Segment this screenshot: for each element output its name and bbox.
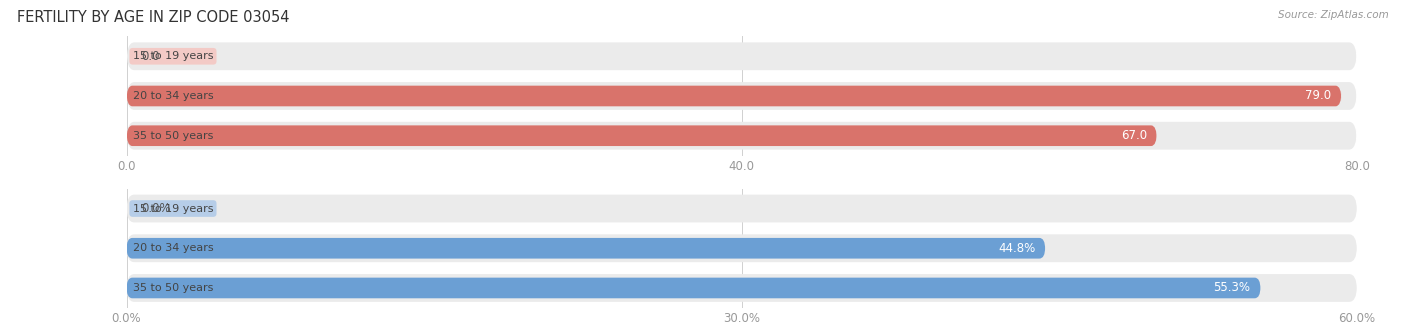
Text: 44.8%: 44.8% <box>998 242 1035 255</box>
FancyBboxPatch shape <box>127 234 1357 262</box>
Text: 79.0: 79.0 <box>1305 89 1331 103</box>
Text: 35 to 50 years: 35 to 50 years <box>132 283 214 293</box>
Text: FERTILITY BY AGE IN ZIP CODE 03054: FERTILITY BY AGE IN ZIP CODE 03054 <box>17 10 290 25</box>
FancyBboxPatch shape <box>127 42 1357 70</box>
Text: 15 to 19 years: 15 to 19 years <box>132 51 214 61</box>
Text: 67.0: 67.0 <box>1121 129 1147 142</box>
FancyBboxPatch shape <box>127 122 1357 150</box>
FancyBboxPatch shape <box>127 86 1341 106</box>
Text: 15 to 19 years: 15 to 19 years <box>132 204 214 213</box>
Text: 55.3%: 55.3% <box>1213 281 1250 295</box>
Text: 20 to 34 years: 20 to 34 years <box>132 243 214 253</box>
Text: 35 to 50 years: 35 to 50 years <box>132 131 214 141</box>
FancyBboxPatch shape <box>127 238 1045 259</box>
FancyBboxPatch shape <box>127 274 1357 302</box>
FancyBboxPatch shape <box>127 82 1357 110</box>
Text: 20 to 34 years: 20 to 34 years <box>132 91 214 101</box>
FancyBboxPatch shape <box>127 125 1157 146</box>
Text: 0.0: 0.0 <box>141 50 160 63</box>
FancyBboxPatch shape <box>127 195 1357 222</box>
FancyBboxPatch shape <box>127 278 1260 298</box>
Text: Source: ZipAtlas.com: Source: ZipAtlas.com <box>1278 10 1389 20</box>
Text: 0.0%: 0.0% <box>141 202 172 215</box>
